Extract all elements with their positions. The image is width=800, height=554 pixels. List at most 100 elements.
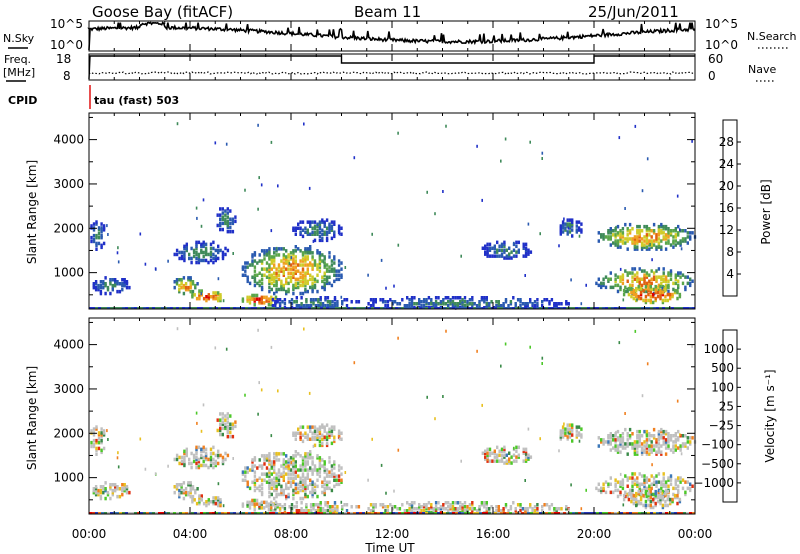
- velocity-cell: [285, 464, 288, 468]
- power-cell: [221, 252, 225, 257]
- velocity-cell: [263, 472, 266, 476]
- power-cell: [318, 263, 322, 267]
- power-cell: [282, 257, 285, 261]
- power-cell: [154, 267, 157, 271]
- power-cell: [340, 226, 343, 230]
- velocity-cell: [183, 461, 186, 466]
- power-cell: [571, 222, 574, 226]
- power-cell: [294, 261, 297, 265]
- velocity-cell: [626, 512, 629, 514]
- velocity-cell: [650, 482, 653, 486]
- power-cell: [311, 289, 314, 294]
- velocity-cell: [275, 484, 278, 489]
- velocity-cell: [221, 426, 224, 431]
- velocity-cell: [304, 460, 307, 464]
- velocity-cell: [293, 512, 296, 514]
- velocity-cell: [664, 503, 667, 508]
- velocity-cell: [649, 489, 652, 494]
- power-cell: [660, 239, 663, 243]
- velocity-cell: [330, 441, 334, 446]
- velocity-cell: [256, 478, 259, 482]
- power-cell: [268, 255, 271, 259]
- velocity-cell: [197, 461, 201, 466]
- velocity-cell: [504, 342, 507, 346]
- velocity-cell: [285, 494, 288, 499]
- velocity-cell: [273, 482, 276, 487]
- power-cell: [294, 259, 297, 263]
- power-cell: [514, 304, 517, 308]
- power-cell: [268, 263, 271, 267]
- power-cell: [595, 281, 598, 286]
- velocity-cell: [657, 436, 661, 440]
- power-cell: [398, 307, 401, 309]
- power-cell: [309, 261, 312, 265]
- velocity-cell: [500, 364, 502, 368]
- power-cell: [449, 298, 452, 302]
- power-cell: [626, 279, 629, 283]
- power-cell: [102, 280, 105, 284]
- colorbar-tick-label: 20: [719, 179, 734, 193]
- power-cell: [273, 263, 276, 267]
- power-cell: [517, 250, 520, 254]
- velocity-cell: [607, 440, 610, 444]
- velocity-cell: [626, 484, 629, 488]
- velocity-cell: [667, 438, 670, 442]
- velocity-cell: [182, 481, 186, 485]
- power-cell: [109, 278, 112, 282]
- power-cell: [304, 263, 307, 267]
- velocity-cell: [268, 474, 271, 478]
- velocity-cell: [602, 482, 605, 486]
- power-cell: [679, 241, 682, 245]
- velocity-cell: [568, 423, 572, 427]
- velocity-cell: [661, 497, 665, 502]
- velocity-cell: [246, 480, 249, 484]
- velocity-cell: [185, 447, 188, 452]
- power-cell: [301, 291, 305, 296]
- power-cell: [94, 285, 98, 290]
- power-cell: [614, 241, 617, 245]
- velocity-cell: [311, 468, 314, 472]
- velocity-cell: [251, 466, 254, 470]
- power-cell: [253, 251, 257, 255]
- velocity-cell: [452, 512, 455, 514]
- power-cell: [241, 299, 245, 303]
- power-cell: [647, 288, 650, 293]
- power-cell: [282, 261, 285, 265]
- power-cell: [372, 302, 375, 306]
- velocity-cell: [623, 512, 626, 514]
- power-cell: [285, 279, 288, 284]
- power-cell: [384, 304, 387, 308]
- power-cell: [299, 279, 302, 284]
- velocity-cell: [125, 485, 129, 489]
- power-cell: [345, 298, 349, 302]
- velocity-cell: [677, 429, 680, 434]
- power-cell: [659, 292, 662, 297]
- velocity-cell: [504, 503, 508, 507]
- power-cell: [116, 282, 119, 286]
- power-cell: [318, 253, 322, 257]
- velocity-cell: [190, 461, 193, 466]
- power-cell: [273, 251, 276, 255]
- power-cell: [92, 282, 95, 286]
- power-cell: [647, 307, 650, 309]
- velocity-cell: [667, 434, 670, 438]
- velocity-cell: [585, 488, 587, 492]
- velocity-cell: [577, 431, 581, 435]
- power-cell: [326, 300, 330, 304]
- velocity-cell: [560, 512, 563, 514]
- power-cell: [522, 242, 525, 247]
- velocity-cell: [321, 443, 324, 448]
- velocity-cell: [493, 459, 496, 463]
- power-cell: [189, 282, 192, 286]
- power-cell: [648, 229, 651, 233]
- velocity-cell: [512, 459, 516, 463]
- velocity-cell: [644, 503, 648, 508]
- power-cell: [244, 269, 247, 273]
- velocity-cell: [624, 474, 627, 478]
- x-tick-label: 16:00: [476, 527, 511, 541]
- velocity-cell: [253, 456, 257, 460]
- power-cell: [600, 281, 603, 286]
- power-cell: [309, 232, 312, 236]
- velocity-cell: [632, 497, 635, 502]
- power-cell: [263, 301, 266, 305]
